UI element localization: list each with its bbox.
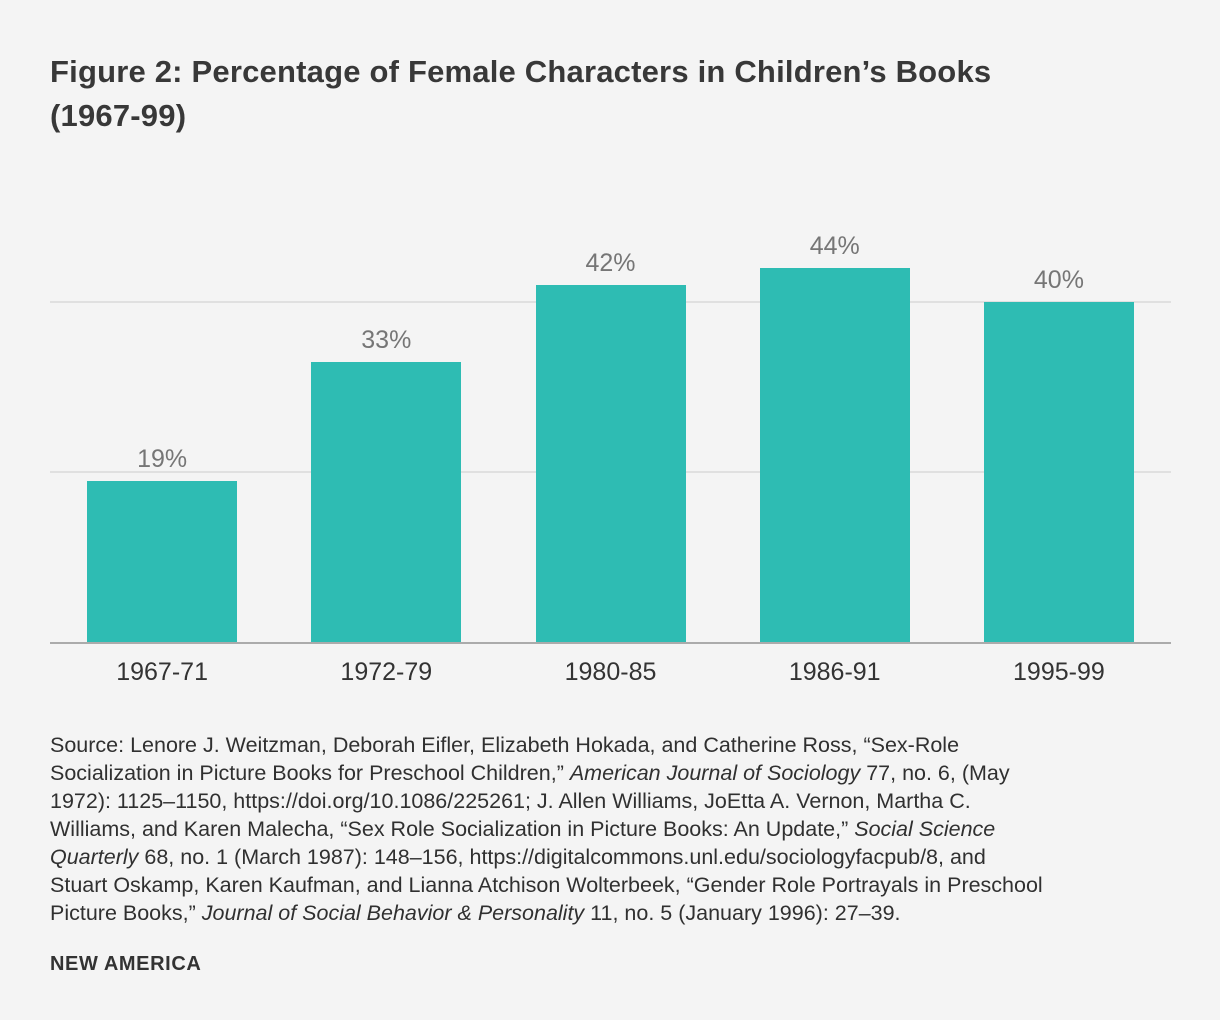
x-axis-label: 1972-79 [340, 658, 433, 686]
value-label: 42% [585, 249, 636, 277]
journal-name: American Journal of Sociology [569, 761, 861, 785]
new-america-wordmark: NEW AMERICA [50, 953, 202, 975]
value-label: 33% [361, 325, 412, 354]
source-text: Picture Books,” [50, 901, 202, 925]
journal-name: Quarterly [50, 845, 139, 869]
source-text: Williams, and Karen Malecha, “Sex Role S… [50, 817, 855, 841]
source-line: Stuart Oskamp, Karen Kaufman, and Lianna… [50, 871, 1170, 899]
journal-name: Social Science [854, 817, 996, 841]
source-text: 11, no. 5 (January 1996): 27–39. [584, 901, 901, 925]
bar [87, 480, 238, 642]
x-axis-label: 1995-99 [1013, 658, 1105, 686]
value-label: 44% [809, 232, 860, 260]
bar [535, 285, 686, 642]
bar-slot-1967-71: 19% [50, 224, 274, 642]
source-text: 77, no. 6, (May [860, 761, 1010, 785]
source-text: 68, no. 1 (March 1987): 148–156, https:/… [138, 845, 986, 869]
value-label: 19% [137, 444, 188, 473]
bar-chart: 19% 33% 42% 44% 40% 1967-71 1972-79 1980-85 198… [50, 224, 1171, 687]
value-label: 40% [1033, 266, 1084, 294]
bar-slot-1972-79: 33% [274, 224, 498, 642]
bar [983, 302, 1134, 642]
x-axis-label: 1967-71 [116, 658, 208, 686]
source-line: 1972): 1125–1150, https://doi.org/10.108… [50, 787, 1170, 815]
bar-slot-1995-99: 40% [947, 224, 1171, 642]
bar [311, 361, 462, 642]
journal-name: Journal of Social Behavior & Personality [201, 901, 585, 925]
x-axis-labels: 1967-71 1972-79 1980-85 1986-91 1995-99 [50, 657, 1171, 687]
source-line: Williams, and Karen Malecha, “Sex Role S… [50, 815, 1170, 843]
x-axis-label: 1986-91 [788, 658, 881, 686]
x-axis-label: 1980-85 [564, 658, 657, 686]
source-text: Source: Lenore J. Weitzman, Deborah Eifl… [50, 733, 960, 757]
bars-container: 19% 33% 42% 44% 40% [50, 224, 1171, 642]
source-line: Source: Lenore J. Weitzman, Deborah Eifl… [50, 731, 1170, 759]
source-citation: Source: Lenore J. Weitzman, Deborah Eifl… [50, 731, 1170, 927]
bar-slot-1986-91: 44% [723, 224, 947, 642]
source-line: Quarterly 68, no. 1 (March 1987): 148–15… [50, 843, 1170, 871]
source-line: Picture Books,” Journal of Social Behavi… [50, 899, 1170, 927]
source-text: Socialization in Picture Books for Presc… [50, 761, 570, 785]
source-line: Socialization in Picture Books for Presc… [50, 759, 1170, 787]
figure-title: Figure 2: Percentage of Female Character… [50, 54, 992, 133]
chart-plot-area: 19% 33% 42% 44% 40% [50, 224, 1171, 644]
bar [759, 268, 910, 642]
source-text: Stuart Oskamp, Karen Kaufman, and Lianna… [50, 873, 1043, 897]
source-text: 1972): 1125–1150, https://doi.org/10.108… [50, 789, 971, 813]
bar-slot-1980-85: 42% [498, 224, 722, 642]
